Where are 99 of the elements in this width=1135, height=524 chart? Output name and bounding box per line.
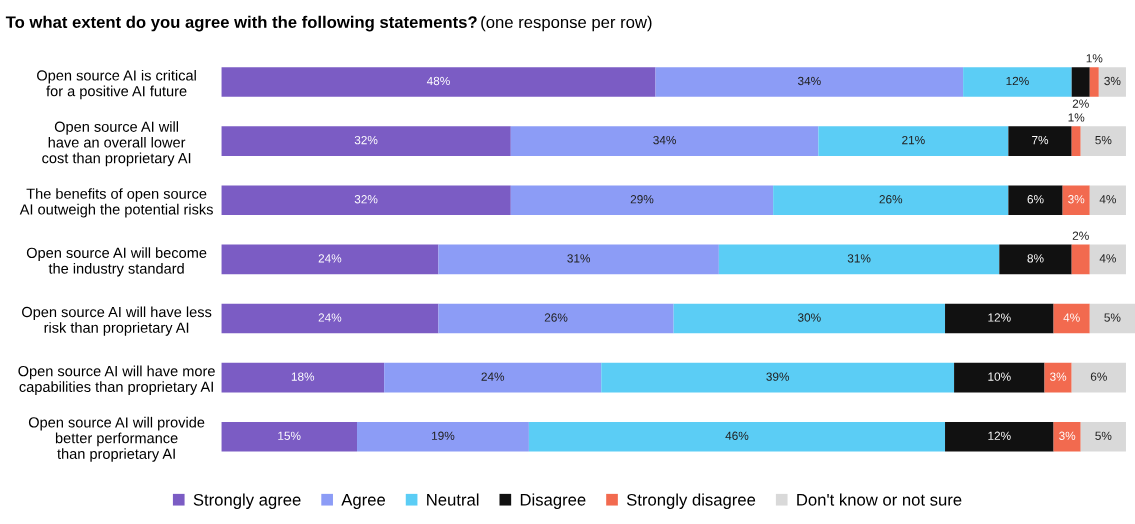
bar — [1089, 185, 1126, 216]
bar — [945, 303, 1054, 334]
bar — [1080, 126, 1126, 156]
bar — [1071, 67, 1090, 97]
data-label: 12% — [1006, 76, 1029, 86]
bar — [601, 362, 955, 393]
bar — [1098, 67, 1126, 97]
data-label: 1% — [1086, 54, 1103, 63]
data-label: 4% — [1063, 313, 1080, 322]
data-label: 24% — [318, 254, 342, 263]
data-label: 3% — [1068, 195, 1085, 204]
bar — [221, 303, 439, 334]
bar — [1044, 362, 1072, 393]
data-label: 34% — [653, 135, 676, 145]
bar — [1053, 303, 1090, 334]
data-label: 26% — [879, 195, 903, 204]
legend-label: Neutral — [427, 493, 479, 506]
bar — [1089, 244, 1126, 275]
data-label: 26% — [544, 313, 568, 322]
bar — [673, 303, 946, 334]
data-label: 31% — [567, 254, 591, 263]
bar — [945, 422, 1054, 452]
data-label: 7% — [1032, 135, 1049, 145]
data-label: 31% — [847, 254, 871, 263]
data-label: 32% — [354, 195, 378, 204]
bar — [221, 185, 511, 216]
data-label: 5% — [1095, 431, 1112, 440]
data-label: 32% — [354, 135, 378, 145]
bar — [1053, 422, 1081, 452]
bar — [1089, 303, 1135, 334]
y-tick-label: The benefits of open source AI outweigh the potential risks — [19, 188, 213, 218]
bar — [438, 303, 674, 334]
bar — [221, 422, 358, 452]
data-label: 5% — [1095, 135, 1112, 145]
data-label: 4% — [1099, 195, 1116, 204]
y-tick-label: Open source AI will become the industry standard — [26, 247, 207, 277]
chart-subtitle: (one response per row) — [481, 15, 652, 32]
data-label: 2% — [1072, 99, 1089, 108]
chart-title: To what extent do you agree with the following statements? — [5, 15, 477, 32]
bar — [718, 244, 1000, 275]
data-label: 24% — [318, 313, 342, 322]
bar — [510, 185, 774, 216]
bar — [954, 362, 1045, 393]
legend-label: Disagree — [520, 493, 586, 509]
data-label: 4% — [1099, 254, 1116, 263]
y-tick-label: Open source AI will have an overall lower cost than proprietary AI — [42, 121, 191, 167]
data-label: 6% — [1027, 195, 1044, 204]
data-label: 24% — [481, 372, 505, 381]
data-label: 6% — [1090, 372, 1107, 381]
data-label: 15% — [278, 431, 301, 440]
data-label: 19% — [432, 431, 455, 440]
y-tick-label: Open source AI will provide better performance than proprietary AI — [28, 416, 205, 462]
bar — [510, 126, 819, 156]
bar — [963, 67, 1072, 97]
bar — [1008, 126, 1072, 156]
data-label: 5% — [1104, 313, 1121, 322]
bar — [1008, 185, 1063, 216]
bar — [655, 67, 964, 97]
y-tick-label: Open source AI will have less risk than proprietary AI — [22, 306, 212, 336]
bar — [1071, 126, 1081, 156]
y-tick-label: Open source AI is critical for a positive AI future — [37, 69, 196, 100]
data-label: 48% — [426, 76, 450, 86]
data-label: 3% — [1059, 431, 1076, 440]
data-label: 34% — [797, 76, 821, 86]
data-label: 8% — [1027, 254, 1044, 263]
bar — [357, 422, 529, 452]
y-tick-label: Open source AI will have more capabilities than proprietary AI — [18, 365, 215, 395]
data-label: 3% — [1050, 372, 1067, 381]
data-label: 21% — [902, 135, 925, 145]
data-label: 18% — [291, 372, 315, 381]
data-label: 46% — [725, 431, 749, 440]
data-label: 10% — [988, 372, 1011, 381]
bar — [818, 126, 1009, 156]
bar — [773, 185, 1009, 216]
bar — [1062, 185, 1090, 216]
legend-label: Strongly agree — [193, 493, 301, 509]
bar — [1089, 67, 1099, 97]
bar — [221, 126, 511, 156]
bar — [999, 244, 1072, 275]
bar — [221, 244, 439, 275]
bar — [384, 362, 602, 393]
data-label: 30% — [797, 313, 821, 322]
data-label: 12% — [988, 431, 1011, 440]
legend-label: Don't know or not sure — [797, 493, 962, 506]
legend-label: Agree — [341, 494, 386, 509]
bar — [438, 244, 719, 275]
data-label: 39% — [766, 372, 790, 381]
data-label: 2% — [1072, 231, 1089, 240]
bar — [1071, 362, 1126, 393]
data-label: 29% — [630, 195, 654, 204]
bar — [1071, 244, 1090, 275]
bar — [221, 362, 385, 393]
data-label: 1% — [1068, 113, 1085, 122]
bar — [528, 422, 946, 452]
data-label: 12% — [988, 313, 1011, 322]
bar — [1080, 422, 1126, 452]
bar — [221, 67, 656, 97]
data-label: 3% — [1104, 76, 1121, 86]
legend-label: Strongly disagree — [626, 493, 756, 509]
